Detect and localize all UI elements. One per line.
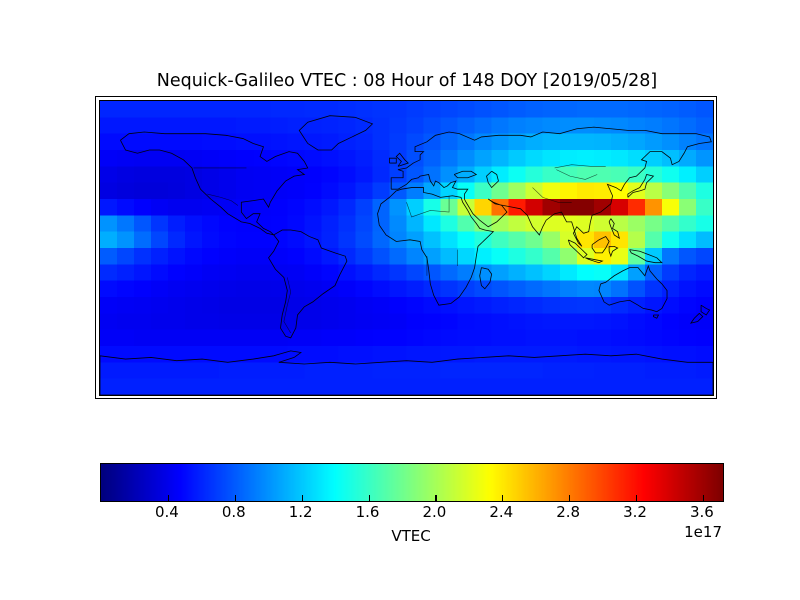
plot-title: Nequick-Galileo VTEC : 08 Hour of 148 DO… xyxy=(156,71,658,91)
colorbar-tick-label: 1.2 xyxy=(288,503,313,521)
colorbar-tick xyxy=(167,495,170,501)
coastline-path xyxy=(100,351,713,395)
vtec-heatmap xyxy=(100,101,713,395)
colorbar-tick-label: 2.4 xyxy=(489,503,514,521)
colorbar-offset-text: 1e17 xyxy=(684,523,722,541)
colorbar-tick-label: 2.0 xyxy=(422,503,447,521)
coastline-path xyxy=(391,127,711,246)
coastline-path xyxy=(284,277,291,333)
coastline-path xyxy=(454,171,476,178)
colorbar-tick xyxy=(636,495,638,501)
colorbar-axis-label: VTEC xyxy=(391,527,431,545)
colorbar-tick-label: 0.8 xyxy=(221,503,246,521)
coastline-path xyxy=(592,237,609,253)
coastline-path xyxy=(555,165,606,168)
colorbar-tick-label: 0.4 xyxy=(154,503,179,521)
colorbar-tick-label: 2.8 xyxy=(556,503,581,521)
colorbar-gradient xyxy=(101,464,723,501)
coastline-path xyxy=(480,268,492,289)
coastline-path xyxy=(599,266,667,312)
colorbar-tick xyxy=(234,495,236,501)
colorbar-tick-label: 3.6 xyxy=(689,503,714,521)
coastline-path xyxy=(389,158,396,163)
coastline-path xyxy=(299,116,372,150)
coastline-path xyxy=(609,246,618,256)
coastline-path xyxy=(533,188,572,203)
colorbar-tick xyxy=(368,495,370,501)
map-boundary xyxy=(99,100,714,396)
coastline-path xyxy=(269,230,347,338)
coastline-path xyxy=(487,171,499,187)
map-axes-frame xyxy=(95,96,717,399)
coastline-path xyxy=(628,175,654,198)
coastline-path xyxy=(407,196,450,217)
coastline-path xyxy=(568,240,587,258)
coastline-path xyxy=(653,315,658,318)
coastline-path xyxy=(609,219,619,239)
colorbar-tick xyxy=(702,495,705,501)
coastline-path xyxy=(630,250,662,263)
coastline-path xyxy=(585,258,602,263)
colorbar xyxy=(100,463,724,502)
colorbar-tick xyxy=(435,495,437,501)
colorbar-tick xyxy=(502,495,504,501)
colorbar-tick xyxy=(301,495,303,501)
colorbar-tick xyxy=(569,495,571,501)
coastline-path xyxy=(207,194,238,205)
coastline-path xyxy=(691,313,703,323)
colorbar-tick-label: 1.6 xyxy=(355,503,380,521)
coastlines-overlay xyxy=(100,101,713,395)
coastline-path xyxy=(556,170,597,180)
coastline-path xyxy=(378,188,494,306)
coastline-path xyxy=(701,305,710,315)
coastline-path xyxy=(120,132,307,235)
colorbar-tick-label: 3.2 xyxy=(623,503,647,521)
coastline-path xyxy=(396,153,408,166)
